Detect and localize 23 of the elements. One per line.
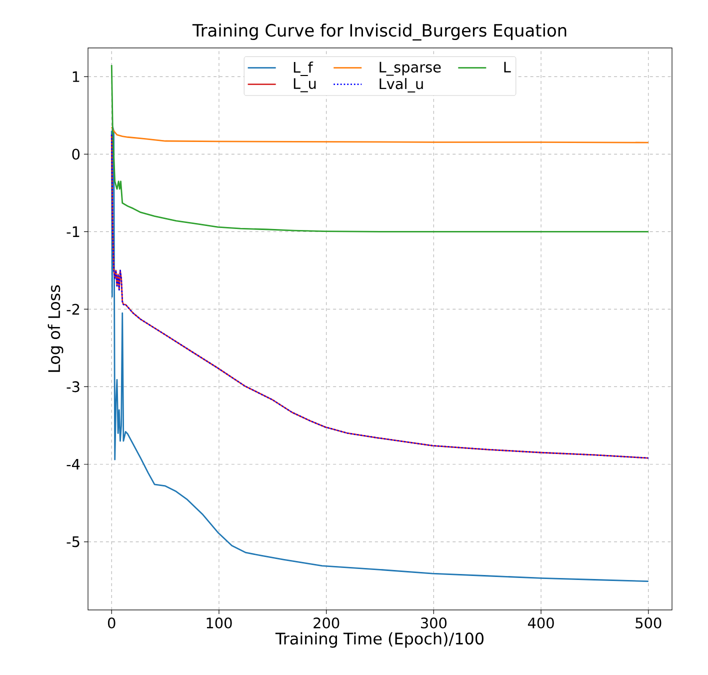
legend-label: L_sparse <box>380 62 441 76</box>
y-tick-label: -1 <box>66 226 80 237</box>
line-series <box>110 134 650 459</box>
x-tick-label: 100 <box>206 617 232 628</box>
chart-title: Training Curve for Inviscid_Burgers Equation <box>192 24 566 40</box>
line-series <box>110 126 650 582</box>
legend-label: L <box>504 62 511 72</box>
legend-label: Lval_u <box>380 78 423 92</box>
x-tick-label: 400 <box>528 617 554 628</box>
y-axis-title: Log of Loss <box>48 285 64 372</box>
x-tick-label: 300 <box>420 617 447 628</box>
x-axis-title: Training Time (Epoch)/100 <box>275 632 484 648</box>
y-tick-label: -2 <box>66 304 80 315</box>
x-tick-label: 200 <box>314 617 340 628</box>
y-tick-label: -3 <box>66 381 80 392</box>
y-tick-label: -4 <box>66 458 80 470</box>
y-tick-label: -5 <box>66 536 80 548</box>
y-tick-label: 0 <box>72 148 80 160</box>
x-tick-label: 0 <box>108 617 116 628</box>
legend-label: L_f <box>294 62 314 76</box>
y-tick-label: 1 <box>72 71 80 82</box>
x-tick-label: 500 <box>636 617 662 628</box>
legend-label: L_u <box>294 78 316 92</box>
